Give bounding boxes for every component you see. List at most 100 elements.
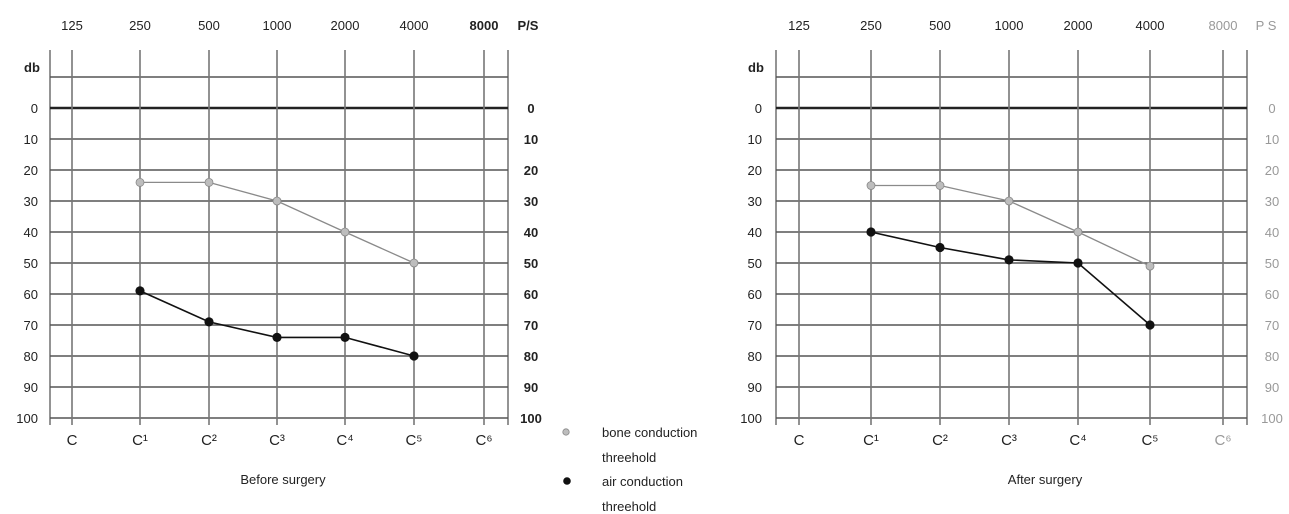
x-top-tick-label: 250 — [129, 18, 151, 33]
y-tick-label-left: 50 — [748, 256, 762, 271]
y-tick-label-left: 10 — [748, 132, 762, 147]
y-tick-label-left: 80 — [748, 349, 762, 364]
x-top-tick-label: 500 — [198, 18, 220, 33]
y-tick-label-left: 100 — [740, 411, 762, 426]
air-conduction-point — [409, 351, 419, 361]
y-tick-label-right: 90 — [524, 380, 538, 395]
y-tick-label-left: 0 — [755, 101, 762, 116]
bone-conduction-point — [204, 177, 214, 187]
x-top-tick-label: 2000 — [331, 18, 360, 33]
bone-conduction-point — [935, 181, 945, 190]
y-tick-label-right: 100 — [1261, 411, 1283, 426]
y-tick-label-left: 30 — [24, 194, 38, 209]
y-tick-label-right: 10 — [524, 132, 538, 147]
bone-conduction-point — [340, 227, 350, 237]
y-axis-label: db — [24, 60, 40, 75]
y-tick-label-right: 60 — [524, 287, 538, 302]
x-bottom-tick-label: C⁵ — [1141, 432, 1158, 449]
y-tick-label-left: 90 — [748, 380, 762, 395]
x-bottom-tick-label: C³ — [1001, 432, 1017, 449]
y-tick-label-right: 90 — [1265, 380, 1279, 395]
legend-air-label-1: air conduction — [602, 474, 683, 489]
air-conduction-point — [204, 317, 214, 327]
x-top-tick-label: 125 — [61, 18, 83, 33]
y-tick-label-left: 0 — [31, 101, 38, 116]
x-bottom-tick-label: C — [794, 432, 805, 449]
x-top-tick-label: 8000 — [1209, 18, 1238, 33]
y-tick-label-right: 40 — [524, 225, 538, 240]
x-bottom-tick-label: C³ — [269, 432, 285, 449]
y-tick-label-right: 10 — [1265, 132, 1279, 147]
x-top-tick-label: 8000 — [470, 18, 499, 33]
x-top-tick-label: 125 — [788, 18, 810, 33]
x-bottom-tick-label: C⁶ — [475, 432, 492, 449]
legend: bone conduction threehold air conduction… — [562, 425, 697, 514]
y-tick-label-right: 30 — [1265, 194, 1279, 209]
y-tick-label-right: 0 — [527, 101, 534, 116]
air-conduction-point — [340, 332, 350, 342]
x-top-tick-label: 4000 — [400, 18, 429, 33]
y-tick-label-right: 20 — [1265, 163, 1279, 178]
y-tick-label-left: 60 — [748, 287, 762, 302]
legend-air-label-2: threehold — [602, 499, 656, 514]
legend-bone-label-1: bone conduction — [602, 425, 697, 440]
x-bottom-tick-label: C⁵ — [405, 432, 422, 449]
y-axis-label: db — [748, 60, 764, 75]
audiogram-after-surgery: 125 250 500 1000 2000 4000 8000 P SC C¹ C² C³ C⁴ C⁵ C… — [740, 18, 1283, 487]
y-tick-label-right: 60 — [1265, 287, 1279, 302]
y-tick-label-left: 20 — [24, 163, 38, 178]
bone-conduction-point — [135, 177, 145, 187]
legend-bone-label-2: threehold — [602, 450, 656, 465]
y-tick-label-left: 70 — [748, 318, 762, 333]
x-top-unit-label: P/S — [518, 18, 539, 33]
x-bottom-tick-label: C² — [201, 432, 217, 449]
legend-air-marker — [563, 477, 571, 485]
y-tick-label-right: 0 — [1268, 101, 1275, 116]
y-tick-label-left: 30 — [748, 194, 762, 209]
legend-bone-marker — [562, 428, 570, 436]
y-tick-label-left: 10 — [24, 132, 38, 147]
x-top-tick-label: 2000 — [1064, 18, 1093, 33]
x-bottom-tick-label: C² — [932, 432, 948, 449]
air-conduction-point — [1004, 255, 1014, 265]
x-top-tick-label: 4000 — [1136, 18, 1165, 33]
air-conduction-point — [935, 242, 945, 253]
bone-conduction-point — [272, 196, 282, 206]
air-conduction-point — [1145, 320, 1155, 330]
bone-conduction-point — [1145, 261, 1155, 271]
y-tick-label-left: 40 — [24, 225, 38, 240]
y-tick-label-left: 90 — [24, 380, 38, 395]
x-bottom-tick-label: C⁴ — [1069, 432, 1086, 449]
x-bottom-tick-label: C⁴ — [336, 432, 353, 449]
y-tick-label-right: 80 — [1265, 349, 1279, 364]
x-top-tick-label: 500 — [929, 18, 951, 33]
y-tick-label-right: 20 — [524, 163, 538, 178]
x-bottom-tick-label: C¹ — [132, 432, 148, 449]
y-tick-label-right: 40 — [1265, 225, 1279, 240]
x-top-tick-label: 1000 — [995, 18, 1024, 33]
y-tick-label-right: 30 — [524, 194, 538, 209]
x-bottom-tick-label: C — [67, 432, 78, 449]
bone-conduction-point — [409, 258, 419, 268]
y-tick-label-left: 100 — [16, 411, 38, 426]
y-tick-label-left: 50 — [24, 256, 38, 271]
y-tick-label-right: 50 — [1265, 256, 1279, 271]
y-tick-label-right: 100 — [520, 411, 542, 426]
y-tick-label-right: 70 — [1265, 318, 1279, 333]
y-tick-label-left: 40 — [748, 225, 762, 240]
air-conduction-point — [1073, 258, 1083, 268]
y-tick-label-left: 70 — [24, 318, 38, 333]
bone-conduction-point — [1073, 227, 1083, 237]
y-tick-label-right: 50 — [524, 256, 538, 271]
y-tick-label-left: 60 — [24, 287, 38, 302]
bone-conduction-point — [866, 181, 876, 190]
y-tick-label-right: 80 — [524, 349, 538, 364]
audiogram-before-surgery: 125 250 500 1000 2000 4000 8000 P/SC C¹ C² C³ C⁴ C⁵ C… — [16, 18, 542, 487]
y-tick-label-right: 70 — [524, 318, 538, 333]
chart-caption: Before surgery — [240, 472, 326, 487]
y-tick-label-left: 80 — [24, 349, 38, 364]
x-bottom-tick-label: C¹ — [863, 432, 879, 449]
bone-conduction-point — [1004, 196, 1014, 206]
x-top-tick-label: 1000 — [263, 18, 292, 33]
